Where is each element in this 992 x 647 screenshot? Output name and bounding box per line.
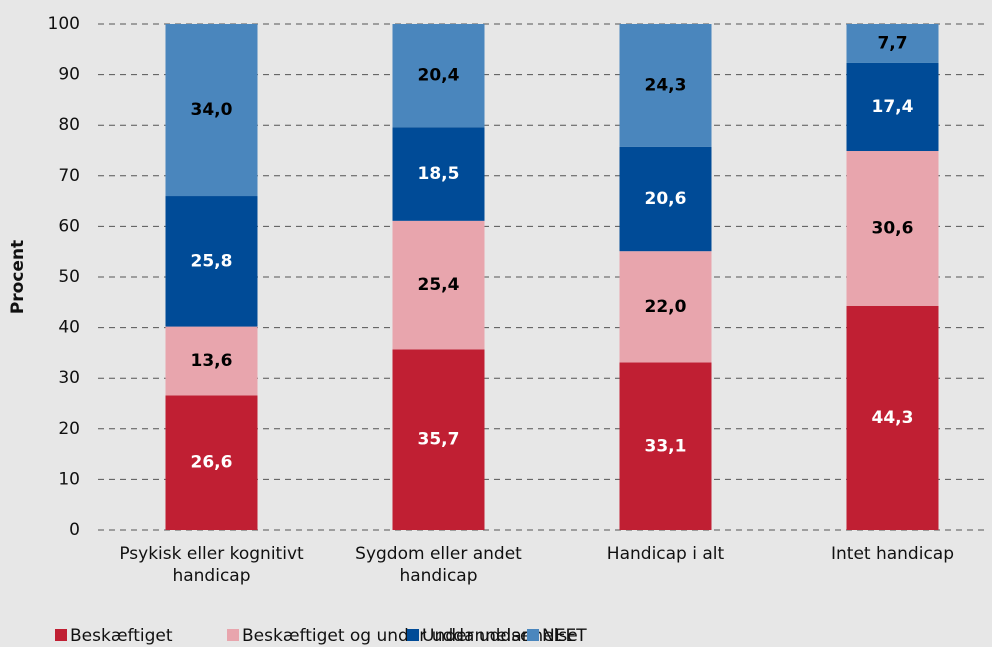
value-label: 30,6 <box>872 218 914 238</box>
bar-segment <box>846 24 939 63</box>
bar-segment <box>846 305 939 530</box>
y-tick-label: 80 <box>58 115 80 135</box>
y-tick-label: 70 <box>58 166 80 186</box>
value-label: 17,4 <box>872 97 914 117</box>
legend-swatch <box>407 629 419 641</box>
legend-label: Beskæftiget og under uddannelse <box>242 626 531 646</box>
legend-label: NEET <box>542 626 587 646</box>
value-label: 20,4 <box>418 66 460 86</box>
value-label: 24,3 <box>645 75 687 95</box>
value-label: 7,7 <box>877 33 907 53</box>
bar-segment <box>165 326 258 396</box>
value-label: 44,3 <box>872 408 914 428</box>
x-tick-label: Intet handicap <box>830 544 955 564</box>
bar-segment <box>846 62 939 152</box>
legend-swatch <box>527 629 539 641</box>
bar-segment <box>165 196 258 327</box>
y-tick-label: 100 <box>48 14 80 34</box>
value-label: 35,7 <box>418 430 460 450</box>
bar-segment <box>619 362 712 530</box>
y-tick-label: 30 <box>58 368 80 388</box>
y-tick-label: 60 <box>58 216 80 236</box>
y-tick-label: 0 <box>69 520 80 540</box>
value-label: 20,6 <box>645 189 687 209</box>
x-tick-label: Sygdom eller andet handicap <box>355 544 522 586</box>
value-label: 18,5 <box>418 164 460 184</box>
bar-segment <box>846 151 939 306</box>
value-label: 26,6 <box>191 453 233 473</box>
bar-segment <box>619 146 712 252</box>
value-label: 34,0 <box>191 100 233 120</box>
bar-segment <box>165 24 258 197</box>
y-axis-label: Procent <box>8 240 28 314</box>
y-tick-label: 90 <box>58 65 80 85</box>
bar-segment <box>165 395 258 530</box>
value-label: 22,0 <box>645 297 687 317</box>
bar-segment <box>619 24 712 147</box>
bar-segment <box>619 251 712 363</box>
legend-label: Beskæftiget <box>70 626 173 646</box>
y-tick-label: 40 <box>58 318 80 338</box>
bar-segment <box>392 127 485 221</box>
y-tick-label: 20 <box>58 419 80 439</box>
legend-swatch <box>55 629 67 641</box>
x-tick-label: Psykisk eller kognitivt handicap <box>119 544 304 586</box>
value-label: 25,8 <box>191 251 233 271</box>
y-tick-label: 50 <box>58 267 80 287</box>
bar-segment <box>392 349 485 530</box>
value-label: 25,4 <box>418 275 460 295</box>
bar-segment <box>392 24 485 128</box>
value-label: 33,1 <box>645 436 687 456</box>
x-tick-label: Handicap i alt <box>606 544 725 564</box>
value-label: 13,6 <box>191 351 233 371</box>
bar-segment <box>392 220 485 350</box>
legend-swatch <box>227 629 239 641</box>
y-tick-label: 10 <box>58 469 80 489</box>
